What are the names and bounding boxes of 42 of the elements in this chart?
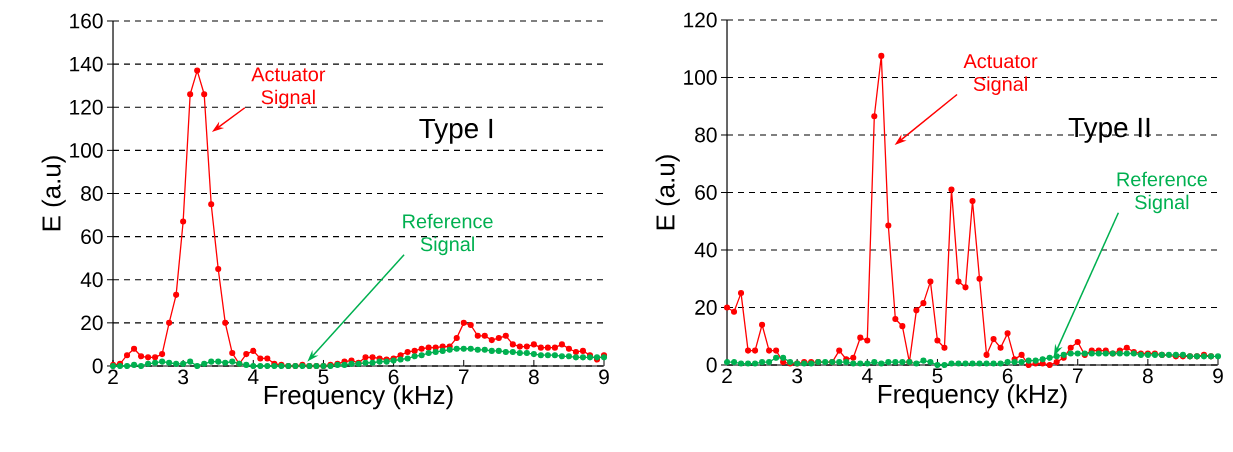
y-tick-label: 120	[684, 12, 717, 28]
x-tick-label: 5	[932, 368, 943, 384]
y-tick-label: 100	[684, 70, 717, 85]
y-tick-label: 160	[70, 13, 103, 29]
y-tick-label: 0	[706, 357, 717, 373]
x-tick-label: 7	[458, 369, 469, 384]
x-tick-label: 9	[1213, 368, 1223, 384]
y-tick-label: 120	[70, 99, 103, 115]
text: Actuator Signal	[963, 54, 1038, 95]
x-tick-label: 5	[318, 369, 329, 385]
x-tick-label: 9	[599, 369, 609, 385]
x-tick-label: 6	[1002, 368, 1013, 384]
x-tick-label: 7	[1072, 368, 1083, 383]
text: Reference Signal	[1117, 171, 1207, 214]
x-tick-label: 8	[528, 369, 539, 385]
y-tick-label: 100	[70, 142, 103, 158]
y-tick-label: 20	[695, 300, 717, 315]
x-tick-label: 3	[792, 368, 803, 384]
x-axis-title: Frequency (kHz)	[264, 385, 453, 410]
y-tick-label: 60	[81, 229, 103, 245]
x-tick-label: 3	[178, 369, 189, 385]
text: Reference Signal	[403, 213, 493, 256]
x-tick-label: 2	[108, 369, 118, 385]
text: Type I	[419, 118, 493, 144]
x-tick-label: 2	[722, 368, 732, 384]
text: Actuator Signal	[251, 67, 326, 109]
x-tick-label: 4	[861, 368, 873, 383]
y-axis-title: E (a.u)	[655, 155, 680, 230]
y-tick-label: 60	[695, 185, 717, 200]
y-tick-label: 40	[694, 242, 717, 258]
y-tick-label: 80	[695, 127, 717, 143]
x-axis-title: Frequency (kHz)	[878, 384, 1067, 409]
y-tick-label: 80	[81, 186, 103, 201]
y-axis-title: E (a.u)	[41, 156, 66, 231]
y-tick-label: 140	[70, 56, 103, 72]
x-tick-label: 4	[247, 369, 259, 384]
text: Type II	[1068, 117, 1150, 143]
y-tick-label: 40	[80, 272, 103, 288]
y-tick-label: 0	[92, 358, 103, 374]
x-tick-label: 8	[1142, 368, 1153, 384]
x-tick-label: 6	[388, 369, 399, 385]
y-tick-label: 20	[81, 315, 103, 331]
